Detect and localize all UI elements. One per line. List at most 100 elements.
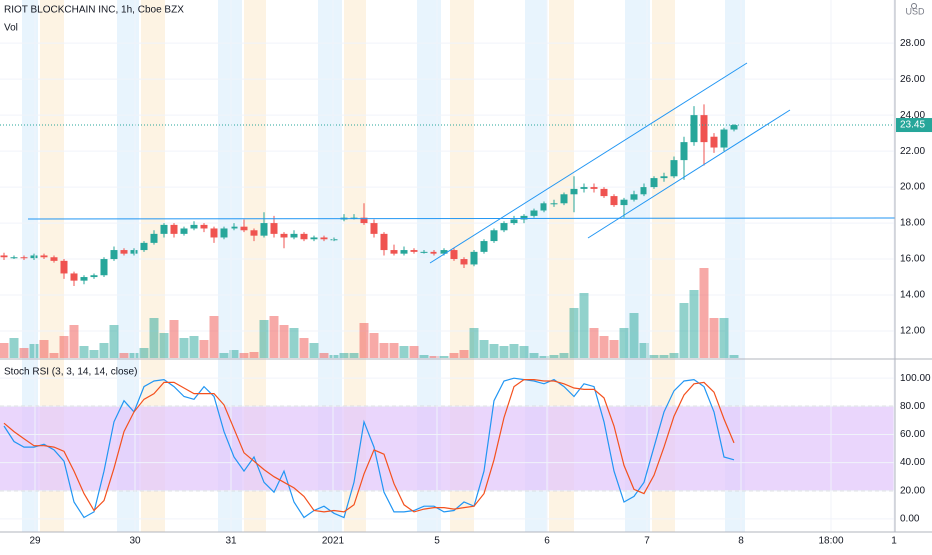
volume-bar <box>679 303 689 358</box>
candle-body <box>0 255 8 258</box>
candle-body <box>180 228 188 234</box>
volume-bar <box>539 356 549 358</box>
candle-body <box>520 215 528 220</box>
volume-bar <box>29 344 39 358</box>
volume-bar <box>719 318 729 358</box>
y-tick-label: 0.00 <box>900 514 920 525</box>
candle-body <box>690 115 698 143</box>
candle-body <box>470 251 478 265</box>
candle-body <box>260 223 268 236</box>
session-band <box>22 0 38 532</box>
candle-body <box>140 242 148 251</box>
candle-body <box>620 199 628 206</box>
volume-bar <box>79 346 89 358</box>
y-tick-label: 28.00 <box>900 38 925 49</box>
candle-body <box>490 230 498 242</box>
candle-body <box>650 178 658 188</box>
candle-body <box>40 255 48 258</box>
volume-bar <box>639 343 649 358</box>
candle-body <box>420 251 428 253</box>
candle-body <box>700 115 708 143</box>
volume-bar <box>559 353 569 358</box>
candle-body <box>570 188 578 195</box>
indicator-title: Stoch RSI (3, 3, 14, 14, close) <box>4 367 137 378</box>
volume-bar <box>89 350 99 358</box>
candle-body <box>730 125 738 130</box>
candle-body <box>720 129 728 148</box>
settings-icon[interactable] <box>911 3 917 9</box>
band-fill <box>0 406 895 491</box>
y-tick-label: 22.00 <box>900 146 925 157</box>
volume-bar <box>619 328 629 358</box>
volume-bar <box>699 268 709 358</box>
candle-body <box>230 226 238 229</box>
volume-bar <box>489 344 499 358</box>
volume-bar <box>359 323 369 358</box>
volume-bar <box>669 353 679 358</box>
volume-bar <box>49 353 59 358</box>
volume-bar <box>419 355 429 358</box>
candle-body <box>460 259 468 265</box>
candle-body <box>150 233 158 243</box>
y-tick-label: 60.00 <box>900 429 925 440</box>
session-band <box>117 0 139 532</box>
session-band <box>652 0 675 532</box>
stoch-line <box>3 379 735 513</box>
volume-bar <box>179 338 189 358</box>
candle-body <box>250 230 258 236</box>
volume-bar <box>269 316 279 358</box>
volume-bar <box>159 333 169 358</box>
volume-bar <box>279 325 289 358</box>
candle-body <box>300 233 308 240</box>
volume-bar <box>129 353 139 358</box>
volume-bar <box>709 318 719 358</box>
candle-body <box>450 250 458 260</box>
candle-body <box>480 241 488 252</box>
currency-box[interactable] <box>901 3 929 17</box>
volume-bar <box>259 320 269 358</box>
volume-bar <box>389 343 399 358</box>
candle-body <box>130 250 138 254</box>
drawings <box>27 62 896 264</box>
candle-body <box>430 251 438 254</box>
volume-bar <box>469 328 479 358</box>
stoch-line <box>3 377 735 519</box>
candle-body <box>660 176 668 179</box>
candle-body <box>500 223 508 231</box>
y-tick-label: 20.00 <box>900 182 925 193</box>
volume-bar <box>139 348 149 358</box>
volume-bar <box>649 355 659 358</box>
currency-button[interactable]: USD <box>901 3 929 17</box>
candle-body <box>100 259 108 276</box>
y-tick-label: 14.00 <box>900 290 925 301</box>
volume-bar <box>309 343 319 358</box>
candle-body <box>310 237 318 240</box>
y-tick-label: 16.00 <box>900 254 925 265</box>
candle-body <box>80 277 88 281</box>
candle-body <box>540 203 548 211</box>
x-tick-label: 31 <box>225 536 237 547</box>
candle-body <box>120 250 128 254</box>
volume-bar <box>369 333 379 358</box>
candle-body <box>680 142 688 161</box>
candle-body <box>390 250 398 254</box>
volume-bar <box>659 355 669 358</box>
currency-label[interactable]: USD <box>905 6 925 16</box>
volume-bar <box>689 290 699 358</box>
volume-bar <box>219 353 229 358</box>
x-tick-label: 30 <box>129 536 141 547</box>
x-tick-label: 18:00 <box>818 536 843 547</box>
candle-body <box>170 224 178 234</box>
horizontal-line <box>27 217 896 220</box>
volume-bar <box>39 340 49 358</box>
volume-bar <box>379 343 389 358</box>
volume-bar <box>529 353 539 358</box>
candle-body <box>560 194 568 204</box>
candle-body <box>30 255 38 259</box>
volume-bar <box>519 346 529 358</box>
volume-bar <box>409 346 419 358</box>
candle-body <box>670 160 678 177</box>
volume-bar <box>149 318 159 358</box>
